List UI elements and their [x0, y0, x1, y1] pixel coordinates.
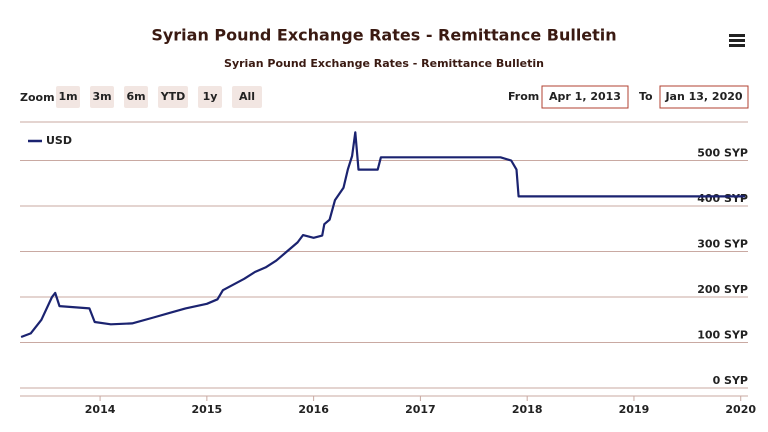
from-input[interactable]	[541, 85, 629, 109]
zoom-button[interactable]	[232, 86, 262, 108]
y-tick-label: 500 SYP	[697, 147, 748, 160]
menu-button[interactable]	[728, 31, 746, 49]
x-tick-label: 2020	[725, 403, 756, 416]
zoom-button-label: YTD	[160, 90, 186, 103]
x-tick-label: 2017	[405, 403, 436, 416]
to-input[interactable]	[659, 85, 749, 109]
zoom-button-label: 1y	[203, 90, 218, 103]
x-tick-label: 2018	[512, 403, 543, 416]
x-tick-label: 2014	[85, 403, 116, 416]
x-tick-label: 2019	[619, 403, 650, 416]
zoom-button[interactable]	[158, 86, 188, 108]
y-tick-label: 200 SYP	[697, 283, 748, 296]
zoom-button-label: 1m	[58, 90, 77, 103]
zoom-button[interactable]	[56, 86, 80, 108]
zoom-button-label: 3m	[92, 90, 111, 103]
zoom-button-label: 6m	[126, 90, 145, 103]
from-value: Apr 1, 2013	[549, 90, 621, 103]
y-tick-label: 0 SYP	[713, 374, 748, 387]
zoom-button[interactable]	[124, 86, 148, 108]
menu-bar	[729, 44, 745, 47]
y-tick-label: 300 SYP	[697, 238, 748, 251]
zoom-label: Zoom	[20, 91, 55, 104]
zoom-button[interactable]	[198, 86, 222, 108]
to-label: To	[639, 90, 653, 103]
zoom-button[interactable]	[90, 86, 114, 108]
from-label: From	[508, 90, 539, 103]
chart-title: Syrian Pound Exchange Rates - Remittance…	[151, 26, 616, 45]
chart-subtitle: Syrian Pound Exchange Rates - Remittance…	[224, 57, 544, 70]
y-tick-label: 100 SYP	[697, 329, 748, 342]
zoom-button-label: All	[239, 90, 255, 103]
x-tick-label: 2015	[192, 403, 223, 416]
menu-bar	[729, 39, 745, 42]
menu-bar	[729, 34, 745, 37]
x-tick-label: 2016	[298, 403, 329, 416]
series-line	[20, 131, 745, 339]
y-tick-label: 400 SYP	[697, 192, 748, 205]
legend-label[interactable]: USD	[46, 134, 72, 147]
to-value: Jan 13, 2020	[664, 90, 742, 103]
